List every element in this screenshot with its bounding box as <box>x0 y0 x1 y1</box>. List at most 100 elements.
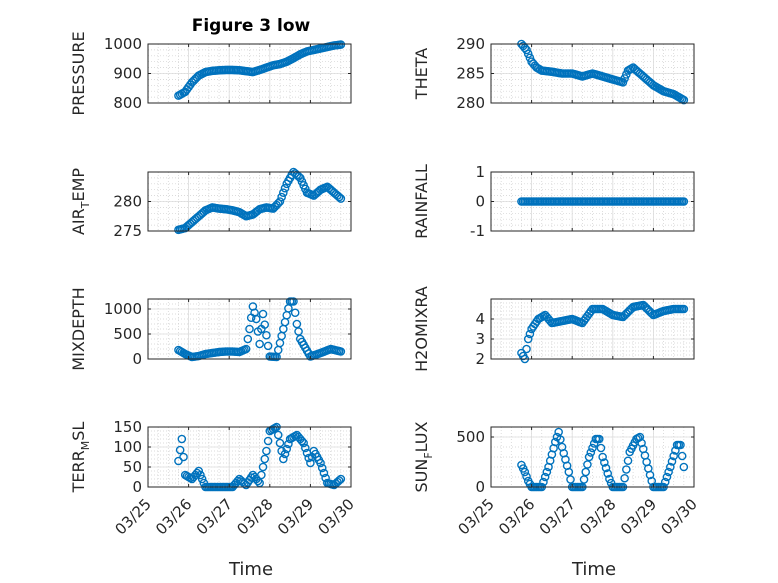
y-axis-label-rainfall: RAINFALL <box>412 164 431 239</box>
y-axis-label-sun-flux: SUNFLUX <box>412 421 435 492</box>
x-axis-label-left: Time <box>228 559 273 580</box>
data-point <box>282 444 292 454</box>
y-tick-label: 285 <box>456 65 485 83</box>
y-tick-label: 0 <box>132 350 142 368</box>
data-point <box>539 477 548 487</box>
data-point <box>336 40 346 49</box>
data-point <box>669 451 679 461</box>
data-point <box>197 474 207 484</box>
y-tick-label: 50 <box>123 458 142 476</box>
data-point <box>666 462 675 472</box>
y-tick-label: 280 <box>113 193 142 211</box>
data-point <box>620 473 629 483</box>
data-point <box>520 467 530 477</box>
data-point <box>540 472 550 482</box>
y-tick-label: 2 <box>475 350 485 368</box>
data-point <box>662 472 672 482</box>
y-tick-label: -1 <box>470 222 485 240</box>
x-tick-label: 03/27 <box>536 495 579 538</box>
data-point <box>175 445 185 455</box>
data-point <box>257 470 266 480</box>
axes-box-sun-flux <box>490 426 695 488</box>
y-tick-label: 290 <box>456 35 485 53</box>
data-point <box>177 434 187 444</box>
y-tick-label: 0 <box>132 478 142 496</box>
y-tick-label: 500 <box>113 325 142 343</box>
y-tick-label: 4 <box>475 310 485 328</box>
data-point <box>645 470 655 480</box>
data-point <box>245 324 254 334</box>
y-tick-label: 500 <box>456 428 485 446</box>
data-point <box>522 344 531 354</box>
data-point <box>260 454 270 464</box>
data-point <box>598 452 607 462</box>
data-point <box>273 430 283 440</box>
data-point <box>179 452 188 462</box>
data-point <box>677 451 687 461</box>
data-point <box>600 458 609 467</box>
data-point <box>243 334 253 344</box>
y-tick-label: 1000 <box>104 35 142 53</box>
data-point <box>679 197 689 206</box>
x-tick-label: 03/30 <box>315 495 358 538</box>
data-point <box>336 347 346 356</box>
y-axis-label-terr-msl: TERRMSL <box>69 422 92 494</box>
data-point <box>334 476 344 485</box>
y-axis-label-mixdepth: MIXDEPTH <box>69 287 88 370</box>
data-point <box>336 474 346 484</box>
x-tick-label: 03/25 <box>112 495 155 538</box>
data-point <box>301 443 310 453</box>
data-point <box>603 469 613 478</box>
data-point <box>263 436 273 446</box>
data-point <box>262 330 271 340</box>
y-tick-label: 800 <box>113 94 142 112</box>
data-point <box>280 449 290 459</box>
y-tick-label: 275 <box>113 222 142 240</box>
data-point <box>594 434 604 444</box>
data-point <box>319 468 329 478</box>
x-tick-label: 03/28 <box>233 495 276 538</box>
data-point <box>194 466 204 476</box>
y-tick-label: 1 <box>475 163 485 181</box>
y-tick-label: 100 <box>113 438 142 456</box>
x-tick-label: 03/26 <box>495 495 538 538</box>
data-point <box>667 457 677 466</box>
data-point <box>679 462 689 472</box>
axes-box-mixdepth <box>147 298 352 360</box>
data-point <box>279 188 288 197</box>
data-point <box>660 477 670 487</box>
data-point <box>334 192 344 202</box>
data-point <box>289 297 298 306</box>
data-point <box>297 436 307 446</box>
y-axis-label-theta: THETA <box>412 48 431 100</box>
axes-box-terr-msl <box>147 426 352 488</box>
y-tick-label: 0 <box>475 193 485 211</box>
data-point <box>525 329 535 339</box>
data-point <box>299 438 308 448</box>
data-point <box>588 443 597 453</box>
data-point <box>260 320 270 329</box>
x-tick-label: 03/29 <box>274 495 317 538</box>
data-point <box>523 334 533 344</box>
data-point <box>620 74 629 83</box>
data-point <box>664 467 673 477</box>
data-point <box>679 304 689 314</box>
data-point <box>679 95 689 105</box>
figure-title: Figure 3 low <box>192 16 311 36</box>
data-point <box>317 463 327 473</box>
data-point <box>262 446 271 456</box>
data-point <box>586 448 596 457</box>
data-point <box>258 462 268 472</box>
y-tick-label: 1000 <box>104 300 142 318</box>
data-point <box>542 467 552 477</box>
data-point <box>336 194 346 203</box>
data-point <box>316 458 325 468</box>
data-point <box>676 440 685 450</box>
data-point <box>623 456 633 466</box>
data-point <box>275 438 285 448</box>
axes-box-h2omixra <box>490 298 695 360</box>
x-tick-label: 03/25 <box>455 495 498 538</box>
x-tick-label: 03/27 <box>193 495 236 538</box>
data-point <box>618 78 628 87</box>
